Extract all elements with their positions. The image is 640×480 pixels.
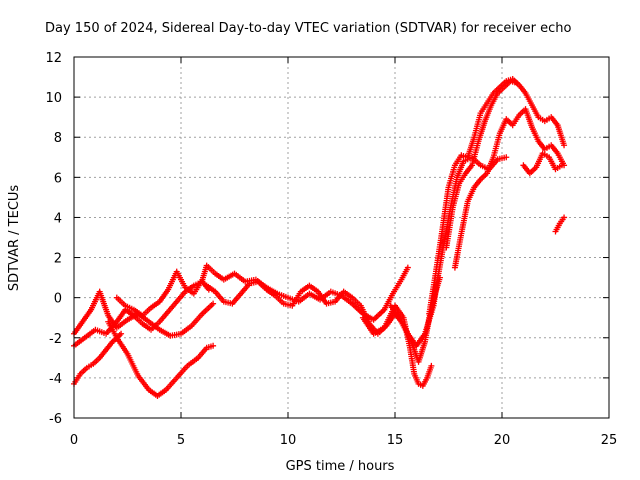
series-trace-4 [105,318,217,399]
x-tick-label: 25 [601,433,618,448]
x-tick-label: 20 [494,433,511,448]
y-tick-label: 10 [45,91,62,106]
y-tick-label: 6 [54,171,62,186]
data-point [561,214,568,221]
y-tick-label: 0 [54,292,62,307]
y-tick-label: 2 [54,252,62,267]
data-point [513,80,520,87]
y-tick-label: 8 [54,131,62,146]
data-point [210,342,217,349]
data-point [561,142,568,149]
series-trace-12 [520,150,565,177]
data-point [558,162,565,169]
grid [74,57,609,418]
x-axis-label: GPS time / hours [286,459,395,474]
data-point [503,154,510,161]
series-trace-13 [552,214,568,235]
series-trace-10 [443,78,520,251]
x-tick-label: 5 [177,433,185,448]
x-tick-label: 10 [280,433,297,448]
series-trace-9 [426,76,568,317]
y-tick-label: -6 [49,412,62,427]
data-marks [71,76,568,399]
y-tick-label: 12 [45,51,62,66]
y-axis-label: SDTVAR / TECUs [7,185,22,292]
y-tick-label: -2 [49,332,62,347]
data-point [210,300,217,307]
y-tick-label: 4 [54,211,62,226]
x-tick-label: 0 [70,433,78,448]
series-trace-7 [359,302,435,389]
data-point [428,362,435,369]
tick-labels: 0 5 10 15 20 25 -6 -4 -2 0 2 4 6 8 10 12 [45,51,617,448]
chart-title: Day 150 of 2024, Sidereal Day-to-day VTE… [45,21,572,36]
plot-frame [73,56,610,419]
x-tick-label: 15 [387,433,404,448]
data-point [404,264,411,271]
data-point [118,330,125,337]
y-tick-label: -4 [49,372,62,387]
